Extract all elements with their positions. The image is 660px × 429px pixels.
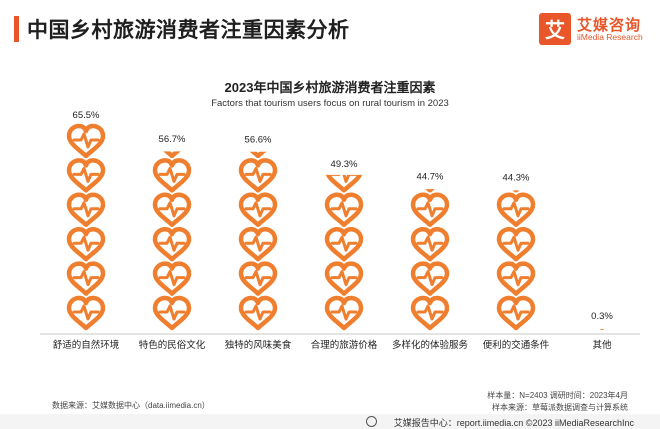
heartbeat-heart-icon (152, 261, 192, 296)
value-label: 56.7% (159, 134, 186, 145)
heartbeat-heart-icon (152, 192, 192, 228)
value-label: 49.3% (331, 159, 358, 170)
heartbeat-heart-icon (410, 226, 450, 262)
heartbeat-heart-icon (324, 192, 364, 228)
heartbeat-heart-icon (152, 226, 192, 262)
heartbeat-heart-icon (324, 261, 364, 296)
sample-info-line1: 样本量：N=2403 调研时间：2023年4月 (487, 391, 628, 400)
heartbeat-heart-icon (325, 174, 363, 193)
value-label: 56.6% (245, 134, 272, 145)
heartbeat-heart-icon (324, 226, 364, 262)
pictogram-column (238, 151, 278, 331)
heartbeat-heart-icon (238, 226, 278, 262)
heartbeat-heart-icon (496, 295, 536, 331)
heartbeat-heart-icon (66, 261, 106, 296)
heartbeat-heart-icon (66, 192, 106, 228)
category-label: 特色的民俗文化 (139, 339, 206, 351)
category-label: 其他 (592, 339, 612, 351)
category-label: 便利的交通条件 (483, 339, 550, 351)
logo-mark-icon: 艾 (539, 13, 571, 45)
logo-subtitle: iiMedia Research (577, 32, 643, 42)
heartbeat-heart-icon (66, 295, 106, 331)
category-label: 多样化的体验服务 (392, 339, 469, 351)
value-label: 0.3% (591, 311, 613, 322)
heartbeat-heart-icon (152, 158, 192, 193)
heartbeat-heart-icon (66, 158, 106, 193)
heartbeat-heart-icon (66, 123, 106, 159)
value-label: 65.5% (73, 110, 100, 121)
pictogram-column (324, 174, 364, 331)
footer-bar (0, 414, 660, 429)
heartbeat-heart-icon (324, 295, 364, 331)
logo-mark-glyph: 艾 (545, 18, 565, 42)
heartbeat-heart-icon (410, 295, 450, 331)
logo-name: 艾媒咨询 (577, 17, 642, 34)
heartbeat-heart-icon (238, 158, 278, 193)
heartbeat-heart-icon (238, 261, 278, 296)
copyright-icon (366, 416, 377, 427)
title-accent-bar (14, 16, 19, 42)
category-label: 合理的旅游价格 (311, 339, 378, 351)
heartbeat-heart-icon (66, 226, 106, 262)
value-label: 44.7% (417, 172, 444, 183)
source-note: 数据来源：艾媒数据中心（data.iimedia.cn） (52, 401, 210, 410)
heartbeat-heart-icon (410, 192, 450, 228)
chart-title: 2023年中国乡村旅游消费者注重因素 (224, 80, 436, 95)
heartbeat-heart-icon (496, 261, 536, 296)
pictogram-column (152, 151, 192, 331)
sample-info-line2: 样本来源：草莓派数据调查与计算系统 (492, 403, 628, 412)
page-title: 中国乡村旅游消费者注重因素分析 (27, 19, 350, 42)
sample-info: 样本量：N=2403 调研时间：2023年4月 样本来源：草莓派数据调查与计算系… (487, 390, 628, 414)
chart-subtitle: Factors that tourism users focus on rura… (211, 98, 449, 109)
value-label: 44.3% (503, 173, 530, 184)
heartbeat-heart-icon (410, 261, 450, 296)
heartbeat-heart-icon (152, 295, 192, 331)
heartbeat-heart-icon (238, 192, 278, 228)
pictogram-column (66, 123, 106, 331)
category-label: 独特的风味美食 (225, 339, 292, 351)
heartbeat-heart-icon (238, 295, 278, 331)
footer-text[interactable]: 艾媒报告中心：report.iimedia.cn ©2023 iiMediaRe… (393, 418, 634, 428)
heartbeat-heart-icon (496, 192, 536, 228)
heartbeat-heart-icon (496, 226, 536, 262)
pictogram-column (496, 190, 536, 331)
pictogram-column (410, 189, 450, 331)
brand-logo[interactable]: 艾 艾媒咨询 iiMedia Research (539, 13, 651, 45)
category-label: 舒适的自然环境 (53, 339, 120, 351)
